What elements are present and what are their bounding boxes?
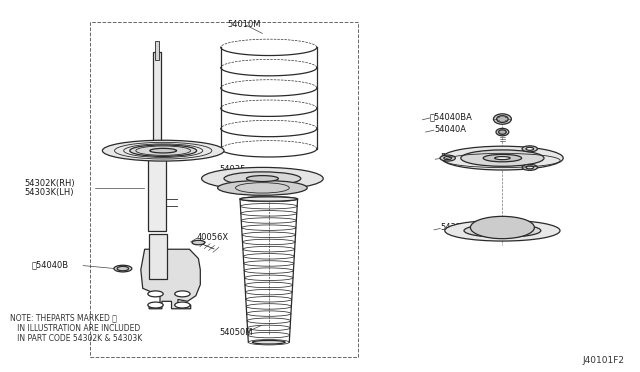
Ellipse shape <box>240 197 298 201</box>
Bar <box>153 52 161 149</box>
Text: 54320: 54320 <box>440 153 467 162</box>
Ellipse shape <box>117 266 129 271</box>
Bar <box>149 234 167 279</box>
Ellipse shape <box>192 240 205 245</box>
Ellipse shape <box>464 224 541 237</box>
Ellipse shape <box>175 291 190 297</box>
Text: 54040A: 54040A <box>434 125 466 134</box>
Ellipse shape <box>114 265 132 272</box>
Text: 54035: 54035 <box>219 165 245 174</box>
Text: NOTE: THEPARTS MARKED ⦿: NOTE: THEPARTS MARKED ⦿ <box>10 314 116 323</box>
Text: 40056X: 40056X <box>197 233 229 242</box>
Text: ⦿54040BA: ⦿54040BA <box>430 113 473 122</box>
Ellipse shape <box>497 116 508 122</box>
Bar <box>155 41 159 60</box>
Ellipse shape <box>246 176 278 182</box>
Bar <box>90 22 358 357</box>
Ellipse shape <box>440 155 456 161</box>
Text: 54302K(RH): 54302K(RH) <box>24 179 75 187</box>
Text: ⦿54040B: ⦿54040B <box>32 260 69 269</box>
Ellipse shape <box>526 166 534 169</box>
Ellipse shape <box>150 148 177 153</box>
Ellipse shape <box>130 145 196 156</box>
Text: IN ILLUSTRATION ARE INCLUDED: IN ILLUSTRATION ARE INCLUDED <box>10 324 140 333</box>
Ellipse shape <box>442 146 563 170</box>
Ellipse shape <box>470 217 534 239</box>
Polygon shape <box>141 249 200 309</box>
Ellipse shape <box>483 154 522 162</box>
Text: IN PART CODE 54302K & 54303K: IN PART CODE 54302K & 54303K <box>10 334 142 343</box>
Text: 54050M: 54050M <box>219 328 252 337</box>
Ellipse shape <box>224 172 301 185</box>
Ellipse shape <box>218 180 307 195</box>
Ellipse shape <box>202 167 323 190</box>
Ellipse shape <box>493 114 511 124</box>
Ellipse shape <box>496 128 509 136</box>
Ellipse shape <box>499 130 506 134</box>
Ellipse shape <box>522 164 538 170</box>
Ellipse shape <box>526 147 534 150</box>
Text: 54010M: 54010M <box>227 20 260 29</box>
Ellipse shape <box>102 140 224 161</box>
Text: 54325: 54325 <box>440 223 467 232</box>
Ellipse shape <box>522 146 538 152</box>
Text: J40101F2: J40101F2 <box>582 356 624 365</box>
Bar <box>148 141 166 231</box>
Ellipse shape <box>148 291 163 297</box>
Ellipse shape <box>461 150 544 166</box>
Ellipse shape <box>444 157 452 160</box>
Ellipse shape <box>495 157 510 160</box>
Text: 54303K(LH): 54303K(LH) <box>24 188 74 197</box>
Ellipse shape <box>175 302 190 308</box>
Ellipse shape <box>252 340 285 344</box>
Ellipse shape <box>148 302 163 308</box>
Ellipse shape <box>445 220 560 241</box>
